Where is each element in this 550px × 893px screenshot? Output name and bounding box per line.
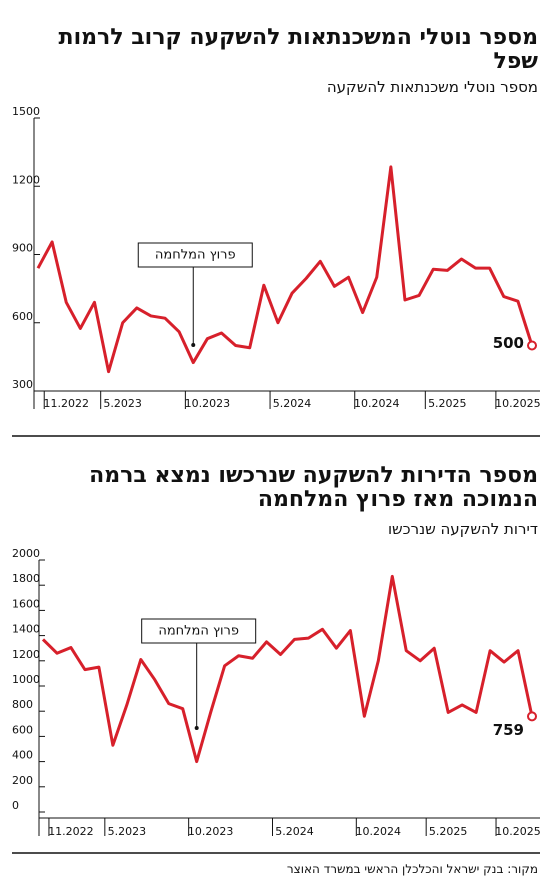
y-tick-label: 400	[12, 749, 33, 762]
x-tick-label: 10.2024	[354, 397, 400, 410]
y-tick-label: 600	[12, 723, 33, 736]
x-tick-label: 11.2022	[43, 397, 89, 410]
end-label: 500	[493, 334, 524, 352]
y-tick-label: 0	[12, 799, 19, 812]
data-line	[36, 165, 534, 374]
y-tick-label: 300	[12, 378, 33, 391]
x-tick-label: 5.2025	[429, 825, 468, 838]
y-tick-label: 900	[12, 242, 33, 255]
annotation-box	[141, 618, 257, 644]
annotation: פרוץ המלחמה	[155, 248, 236, 263]
annotation-dot	[191, 343, 196, 347]
y-tick-label: 600	[12, 310, 33, 323]
y-tick-label: 1200	[12, 173, 40, 186]
end-point	[527, 711, 537, 722]
data-line	[41, 574, 534, 764]
x-tick-label: 5.2023	[108, 825, 147, 838]
y-tick-label: 2000	[12, 547, 40, 560]
y-tick-label: 1800	[12, 572, 40, 585]
x-tick-label: 10.2023	[188, 825, 234, 838]
chart-subtitle: דירות להשקעה שנרכשו	[387, 520, 538, 538]
y-tick-label: 1600	[12, 597, 40, 610]
chart-subtitle: מספר נוטלי משכנתאות להשקעה	[326, 78, 538, 96]
y-tick-label: 1400	[12, 623, 40, 636]
end-label: 759	[493, 721, 524, 739]
x-tick-label: 5.2025	[428, 397, 467, 410]
annotation-box	[137, 242, 253, 268]
x-tick-label: 10.2025	[495, 825, 541, 838]
y-tick-label: 200	[12, 774, 33, 787]
x-tick-label: 10.2024	[356, 825, 402, 838]
annotation-dot	[194, 726, 199, 730]
x-tick-label: 5.2024	[273, 397, 312, 410]
annotation: פרוץ המלחמה	[158, 624, 239, 639]
source: מקור: בנק ישראל והכלכלן הראשי במשרד האוצ…	[286, 862, 538, 876]
x-tick-label: 5.2023	[103, 397, 142, 410]
y-tick-label: 1000	[12, 673, 40, 686]
x-tick-label: 5.2024	[275, 825, 314, 838]
y-tick-label: 800	[12, 698, 33, 711]
y-tick-label: 1500	[12, 105, 40, 118]
y-tick-label: 1200	[12, 648, 40, 661]
x-tick-label: 11.2022	[48, 825, 94, 838]
chart-title: מספר הדירות להשקעה שנרכשו נמצא ברמה הנמו…	[89, 463, 538, 512]
x-tick-label: 10.2023	[185, 397, 231, 410]
x-tick-label: 10.2025	[495, 397, 541, 410]
end-point	[527, 340, 537, 351]
chart-title: מספר נוטלי המשכנתאות להשקעה קרוב לרמות ש…	[58, 25, 538, 74]
